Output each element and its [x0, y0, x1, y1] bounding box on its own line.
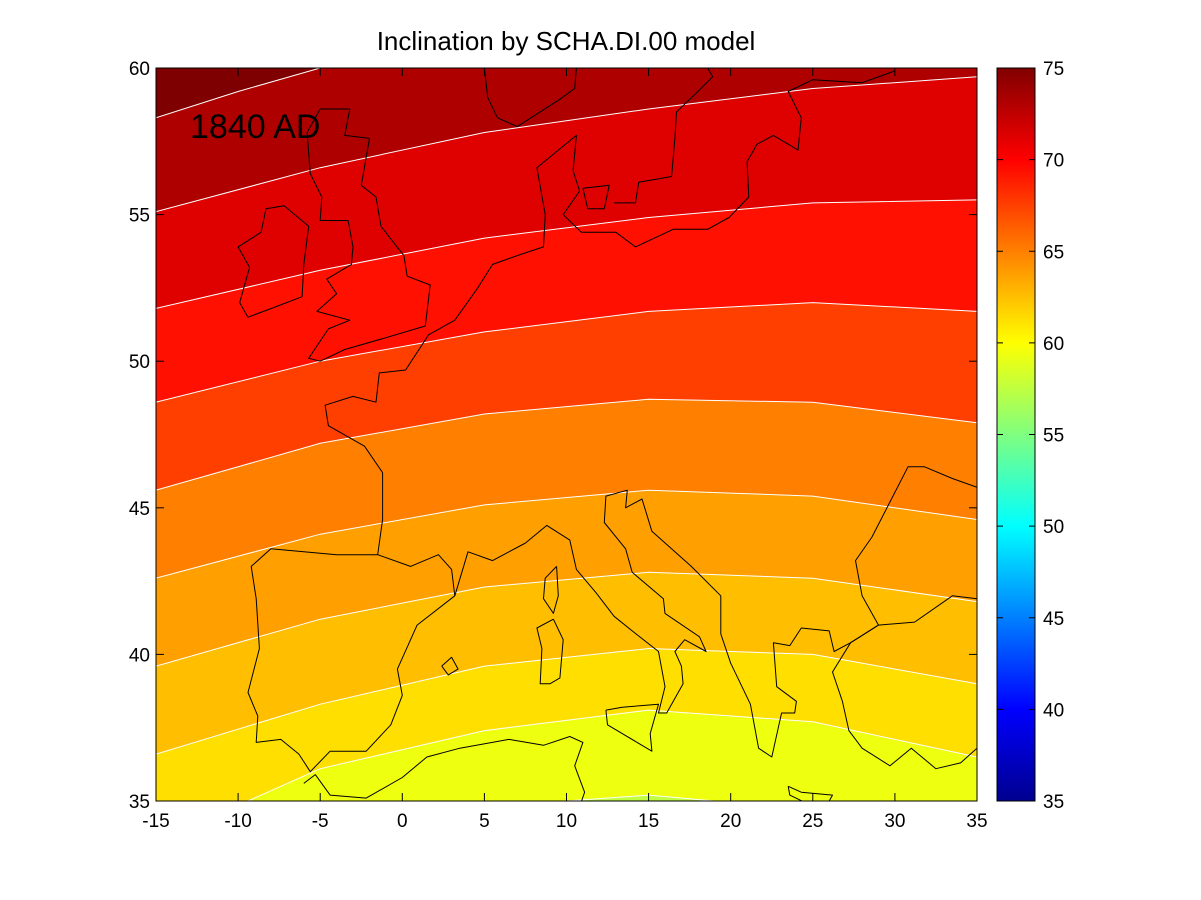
- isoline-60: [246, 709, 977, 801]
- y-tick-label: 50: [129, 352, 150, 373]
- isoline-76: [156, 68, 323, 119]
- year-annotation: 1840 AD: [190, 108, 320, 146]
- colorbar-tick-label: 55: [1043, 426, 1064, 447]
- colorbar: 35 40 45 50 55 60 65 70 75: [996, 59, 1064, 813]
- x-tick-label: -5: [312, 811, 329, 832]
- contour-bands: [156, 68, 977, 801]
- isoline-72: [156, 199, 977, 309]
- y-tick-label: 40: [129, 645, 150, 666]
- y-tick-label: 60: [129, 59, 150, 80]
- colorbar-tick-label: 75: [1043, 59, 1064, 80]
- x-axis: -15 -10 -5 0 5 10 15 20 25 30 35: [142, 68, 988, 832]
- isoline-74: [156, 76, 977, 213]
- y-axis: 35 40 45 50 55 60: [129, 59, 977, 813]
- coastline-ireland: [237, 205, 310, 318]
- x-tick-label: 30: [884, 811, 905, 832]
- coastline-great-britain: [306, 108, 431, 362]
- coastline-norway-south: [483, 68, 577, 128]
- y-tick-label: 45: [129, 499, 150, 520]
- isoline-64: [156, 571, 977, 667]
- y-tick-label: 35: [129, 792, 150, 813]
- coastline-sardinia: [536, 618, 564, 685]
- colorbar-tick-label: 60: [1043, 334, 1064, 355]
- coastline-north-africa: [303, 736, 586, 801]
- colorbar-tick-label: 35: [1043, 792, 1064, 813]
- isoline-68: [156, 398, 977, 491]
- isoline-70: [156, 302, 977, 403]
- coastline-sicily: [605, 703, 659, 752]
- colorbar-tick-label: 65: [1043, 242, 1064, 263]
- colorbar-tick-label: 45: [1043, 609, 1064, 630]
- x-tick-label: 0: [397, 811, 408, 832]
- coastline-zealand: [582, 184, 610, 210]
- isoline-66: [156, 489, 977, 579]
- x-tick-label: 35: [966, 811, 987, 832]
- coastline-france-germany-denmark: [324, 70, 896, 555]
- coastline-iberia: [247, 548, 456, 773]
- x-tick-label: 25: [802, 811, 823, 832]
- colorbar-tick-label: 70: [1043, 151, 1064, 172]
- contour-band-74: [156, 68, 977, 212]
- coastline-anatolia: [832, 595, 977, 770]
- x-tick-label: 20: [720, 811, 741, 832]
- colorbar-ticks: 35 40 45 50 55 60 65 70 75: [997, 59, 1064, 813]
- colorbar-tick-label: 40: [1043, 700, 1064, 721]
- coastline-black-sea-coast: [855, 466, 977, 626]
- coastline-corsica: [543, 566, 559, 614]
- chart-title: Inclination by SCHA.DI.00 model: [377, 26, 756, 56]
- x-tick-label: 5: [479, 811, 490, 832]
- colorbar-gradient: [997, 68, 1035, 801]
- contour-band-76: [156, 68, 321, 118]
- y-tick-label: 55: [129, 206, 150, 227]
- coastlines: [237, 68, 977, 801]
- colorbar-tick-label: 50: [1043, 517, 1064, 538]
- coastline-mediterranean-north: [454, 489, 879, 758]
- x-tick-label: 10: [556, 811, 577, 832]
- coastline-crete: [787, 785, 833, 801]
- x-tick-label: -10: [224, 811, 251, 832]
- plot-area: [156, 68, 977, 801]
- x-tick-label: -15: [142, 811, 169, 832]
- coastline-sweden-norway: [614, 68, 714, 204]
- coastline-mallorca: [441, 656, 459, 676]
- x-tick-label: 15: [638, 811, 659, 832]
